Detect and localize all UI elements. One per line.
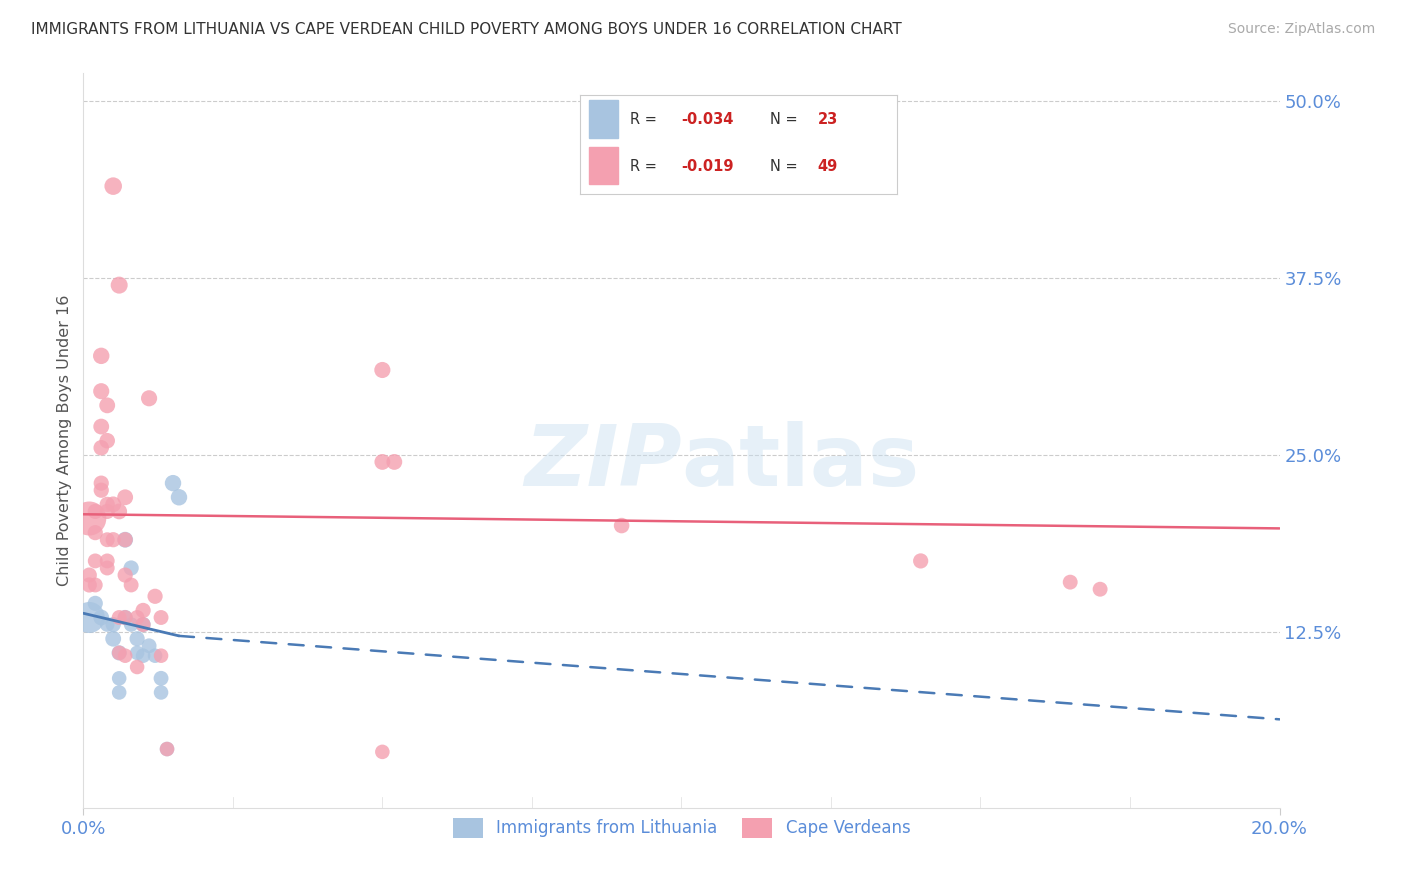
Point (138, 639, 160, 653)
Point (114, 648, 136, 663)
Point (96, 617, 118, 632)
Point (108, 610, 131, 624)
Point (127, 632, 149, 646)
Point (127, 610, 149, 624)
Point (114, 490, 136, 504)
Text: IMMIGRANTS FROM LITHUANIA VS CAPE VERDEAN CHILD POVERTY AMONG BOYS UNDER 16 CORR: IMMIGRANTS FROM LITHUANIA VS CAPE VERDEA… (31, 22, 901, 37)
Point (90, 610, 112, 624)
Point (96, 398, 118, 412)
Point (77, 578, 100, 592)
Point (150, 648, 173, 663)
Point (167, 490, 190, 504)
Point (96, 533, 118, 547)
Point (108, 504, 131, 518)
Point (84, 578, 107, 592)
Point (610, 518, 633, 533)
Point (143, 648, 166, 663)
Point (103, 533, 125, 547)
Point (127, 646, 149, 660)
Point (77, 511, 100, 525)
Point (1088, 582, 1111, 597)
Point (114, 610, 136, 624)
Point (150, 610, 173, 624)
Point (156, 742, 179, 756)
Point (77, 610, 100, 624)
Point (371, 455, 394, 469)
Point (143, 589, 166, 603)
Point (371, 745, 394, 759)
Point (132, 648, 155, 663)
Point (114, 568, 136, 582)
Point (120, 578, 142, 592)
Point (371, 363, 394, 377)
Point (84, 504, 107, 518)
Text: Source: ZipAtlas.com: Source: ZipAtlas.com (1227, 22, 1375, 37)
Point (1059, 575, 1081, 590)
Point (114, 533, 136, 547)
Y-axis label: Child Poverty Among Boys Under 16: Child Poverty Among Boys Under 16 (58, 295, 72, 586)
Point (132, 617, 155, 632)
Point (108, 646, 131, 660)
Point (910, 554, 932, 568)
Point (103, 179, 125, 194)
Point (382, 455, 405, 469)
Point (108, 671, 131, 685)
Point (90, 384, 112, 399)
Point (150, 685, 173, 699)
Point (103, 497, 125, 511)
Point (132, 603, 155, 617)
Point (96, 561, 118, 575)
Point (84, 554, 107, 568)
Point (96, 554, 118, 568)
Point (150, 671, 173, 685)
Text: ZIP: ZIP (524, 421, 682, 504)
Point (90, 441, 112, 455)
Point (156, 742, 179, 756)
Point (90, 419, 112, 434)
Point (77, 568, 100, 582)
Point (114, 610, 136, 624)
Point (103, 617, 125, 632)
Point (108, 646, 131, 660)
Point (138, 392, 160, 406)
Point (108, 278, 131, 293)
Legend: Immigrants from Lithuania, Cape Verdeans: Immigrants from Lithuania, Cape Verdeans (446, 812, 917, 844)
Point (90, 483, 112, 498)
Point (114, 533, 136, 547)
Point (103, 632, 125, 646)
Point (90, 476, 112, 491)
Point (84, 596, 107, 610)
Text: atlas: atlas (682, 421, 920, 504)
Point (108, 685, 131, 699)
Point (162, 476, 184, 491)
Point (96, 434, 118, 448)
Point (90, 349, 112, 363)
Point (96, 504, 118, 518)
Point (132, 617, 155, 632)
Point (96, 497, 118, 511)
Point (127, 660, 149, 674)
Point (84, 525, 107, 540)
Point (120, 617, 142, 632)
Point (120, 561, 142, 575)
